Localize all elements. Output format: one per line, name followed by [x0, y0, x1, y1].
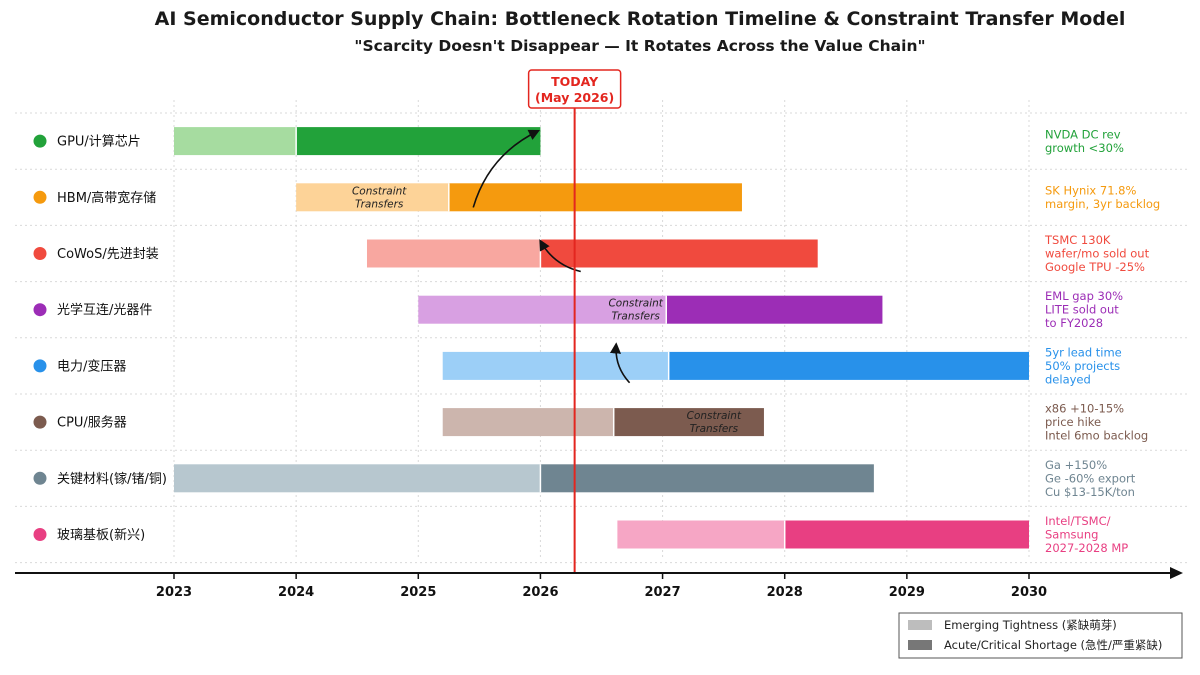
rows: GPU/计算芯片 NVDA DC rev growth <30% HBM/高带宽存储 S…: [33, 127, 1160, 555]
category-note: SK Hynix 71.8% margin, 3yr backlog: [1045, 184, 1160, 212]
bars: [174, 127, 1029, 549]
emerging-bar: [296, 183, 449, 212]
category-note: EML gap 30% LITE sold out to FY2028: [1045, 289, 1123, 330]
legend-label: Emerging Tightness (紧缺萌芽): [944, 618, 1117, 632]
legend-swatch: [908, 640, 932, 650]
acute-bar: [540, 464, 874, 493]
category-row: 光学互连/光器件 EML gap 30% LITE sold out to FY202…: [33, 289, 1123, 330]
legend-swatch: [908, 620, 932, 630]
category-label: GPU/计算芯片: [57, 135, 141, 150]
x-tick-label: 2026: [522, 585, 558, 600]
today-marker: TODAY(May 2026): [527, 69, 622, 573]
chart-title: AI Semiconductor Supply Chain: Bottlenec…: [155, 8, 1126, 30]
x-tick-label: 2025: [400, 585, 436, 600]
constraint-transfer-arrow: [539, 239, 581, 273]
category-label: 玻璃基板(新兴): [57, 527, 145, 543]
constraint-transfer-label: Constraint Transfers: [352, 185, 407, 210]
category-dot: [33, 471, 47, 485]
emerging-bar: [366, 239, 541, 268]
category-row: 电力/变压器 5yr lead time 50% projects delayed: [33, 345, 1122, 386]
today-box: [527, 69, 622, 109]
grid: [15, 100, 1190, 564]
category-row: HBM/高带宽存储 SK Hynix 71.8% margin, 3yr backl…: [33, 184, 1160, 212]
acute-bar: [784, 520, 1029, 549]
category-label: HBM/高带宽存储: [57, 190, 156, 206]
x-tick-label: 2023: [156, 585, 192, 600]
x-tick-label: 2028: [767, 585, 803, 600]
category-note: Intel/TSMC/Samsung 2027-2028 MP: [1045, 514, 1128, 555]
acute-bar: [540, 239, 818, 268]
today-date: (May 2026): [535, 90, 614, 105]
category-dot: [33, 247, 47, 260]
category-dot: [33, 528, 47, 541]
category-row: GPU/计算芯片 NVDA DC rev growth <30%: [33, 127, 1124, 155]
constraint-transfer-arrow: [609, 342, 631, 384]
category-dot: [33, 190, 47, 204]
x-axis-arrowhead: [1170, 567, 1183, 579]
constraint-transfer-arrow: [472, 129, 540, 208]
category-dot: [33, 134, 47, 148]
chart-subtitle: "Scarcity Doesn't Disappear — It Rotates…: [354, 37, 925, 55]
emerging-bar: [174, 127, 297, 156]
legend: Emerging Tightness (紧缺萌芽) Acute/Critical …: [898, 612, 1183, 659]
annotations: Constraint Transfers Constraint Transfers Co…: [352, 185, 742, 435]
category-row: CoWoS/先进封装 TSMC 130K wafer/mo sold out Goog…: [33, 233, 1150, 274]
constraint-transfer-label: Constraint Transfers: [608, 298, 663, 323]
acute-bar: [668, 351, 1029, 380]
acute-bar: [448, 183, 742, 212]
category-dot: [33, 359, 47, 373]
category-dot: [33, 415, 47, 429]
acute-bar: [613, 408, 764, 437]
category-row: CPU/服务器 x86 +10-15% price hike Intel 6mo ba…: [33, 402, 1148, 443]
x-tick-label: 2030: [1011, 585, 1047, 600]
legend-label: Acute/Critical Shortage (急性/严重紧缺): [944, 638, 1162, 652]
legend-box: [898, 612, 1183, 659]
emerging-bar: [442, 351, 669, 380]
category-note: x86 +10-15% price hike Intel 6mo backlog: [1045, 402, 1148, 443]
emerging-bar: [442, 408, 614, 437]
x-tick-label: 2027: [644, 585, 680, 600]
emerging-bar: [617, 520, 785, 549]
emerging-bar: [418, 295, 667, 324]
category-dot: [33, 303, 47, 317]
category-note: NVDA DC rev growth <30%: [1045, 127, 1124, 155]
constraint-transfer-label: Constraint Transfers: [687, 410, 742, 435]
acute-bar: [666, 295, 883, 324]
x-tick-label: 2024: [278, 585, 314, 600]
category-note: Ga +150% Ge -60% export Cu $13-15K/ton: [1045, 458, 1136, 499]
category-label: 电力/变压器: [57, 358, 126, 374]
category-label: 光学互连/光器件: [57, 302, 152, 318]
category-note: 5yr lead time 50% projects delayed: [1045, 345, 1122, 386]
x-tick-label: 2029: [889, 585, 925, 600]
x-axis: 2023 2024 2025 2026 2027 2028 2029 2030: [15, 567, 1183, 600]
category-row: 关键材料(镓/锗/铜) Ga +150% Ge -60% export Cu $13-…: [33, 458, 1136, 499]
arrows: [472, 129, 631, 384]
category-note: TSMC 130K wafer/mo sold out Google TPU -25…: [1044, 233, 1150, 274]
today-label: TODAY: [551, 74, 599, 89]
acute-bar: [296, 127, 541, 156]
emerging-bar: [174, 464, 541, 493]
category-row: 玻璃基板(新兴) Intel/TSMC/Samsung 2027-2028 MP: [33, 514, 1128, 555]
category-label: CoWoS/先进封装: [57, 247, 159, 262]
category-label: CPU/服务器: [57, 415, 127, 431]
category-label: 关键材料(镓/锗/铜): [57, 472, 167, 487]
